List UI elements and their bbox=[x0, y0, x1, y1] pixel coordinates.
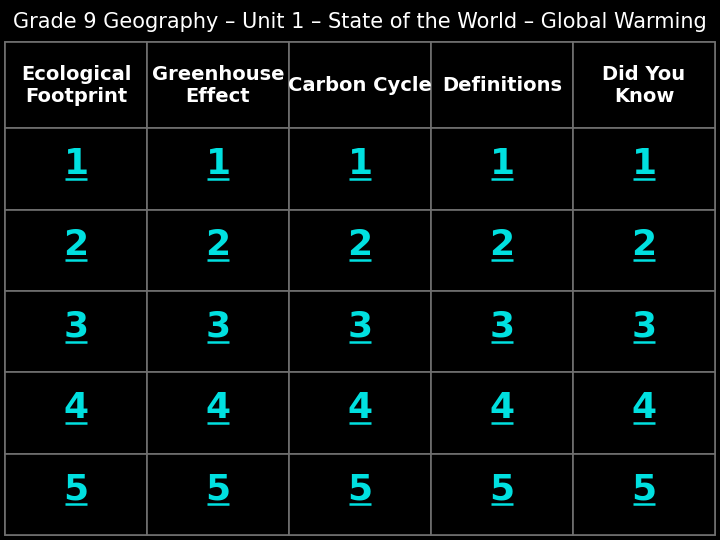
Text: 3: 3 bbox=[63, 309, 89, 343]
Text: 2: 2 bbox=[63, 228, 89, 262]
Text: 3: 3 bbox=[205, 309, 230, 343]
Text: 5: 5 bbox=[205, 472, 230, 507]
Bar bbox=[289, 291, 431, 372]
Text: Greenhouse
Effect: Greenhouse Effect bbox=[152, 65, 284, 106]
Bar bbox=[573, 291, 715, 372]
Text: 3: 3 bbox=[490, 309, 515, 343]
Text: 1: 1 bbox=[63, 147, 89, 181]
Bar bbox=[147, 210, 289, 291]
Bar bbox=[5, 129, 147, 210]
Bar bbox=[289, 210, 431, 291]
Bar bbox=[289, 454, 431, 535]
Text: 2: 2 bbox=[631, 228, 657, 262]
Text: Definitions: Definitions bbox=[442, 76, 562, 94]
Bar bbox=[5, 42, 147, 129]
Text: 5: 5 bbox=[490, 472, 515, 507]
Text: 4: 4 bbox=[631, 391, 657, 425]
Bar bbox=[573, 42, 715, 129]
Text: 3: 3 bbox=[631, 309, 657, 343]
Bar bbox=[147, 372, 289, 454]
Bar bbox=[431, 372, 573, 454]
Bar bbox=[573, 210, 715, 291]
Bar bbox=[289, 372, 431, 454]
Bar bbox=[147, 42, 289, 129]
Bar bbox=[431, 42, 573, 129]
Bar bbox=[147, 454, 289, 535]
Text: 3: 3 bbox=[348, 309, 372, 343]
Text: 1: 1 bbox=[348, 147, 372, 181]
Text: 4: 4 bbox=[490, 391, 515, 425]
Bar bbox=[573, 129, 715, 210]
Text: 2: 2 bbox=[205, 228, 230, 262]
Text: 2: 2 bbox=[490, 228, 515, 262]
Text: 1: 1 bbox=[205, 147, 230, 181]
Bar bbox=[289, 42, 431, 129]
Text: 5: 5 bbox=[348, 472, 372, 507]
Text: 5: 5 bbox=[631, 472, 657, 507]
Text: 1: 1 bbox=[490, 147, 515, 181]
Bar bbox=[431, 291, 573, 372]
Bar bbox=[431, 454, 573, 535]
Text: Carbon Cycle: Carbon Cycle bbox=[288, 76, 432, 94]
Bar bbox=[289, 129, 431, 210]
Text: 2: 2 bbox=[348, 228, 372, 262]
Bar bbox=[5, 291, 147, 372]
Bar bbox=[5, 372, 147, 454]
Bar bbox=[431, 210, 573, 291]
Text: 4: 4 bbox=[63, 391, 89, 425]
Text: Did You
Know: Did You Know bbox=[603, 65, 685, 106]
Bar bbox=[147, 291, 289, 372]
Text: 5: 5 bbox=[63, 472, 89, 507]
Bar bbox=[573, 454, 715, 535]
Text: 1: 1 bbox=[631, 147, 657, 181]
Text: Grade 9 Geography – Unit 1 – State of the World – Global Warming: Grade 9 Geography – Unit 1 – State of th… bbox=[13, 12, 707, 32]
Bar bbox=[5, 454, 147, 535]
Bar bbox=[573, 372, 715, 454]
Text: 4: 4 bbox=[205, 391, 230, 425]
Text: 4: 4 bbox=[348, 391, 372, 425]
Bar bbox=[431, 129, 573, 210]
Bar bbox=[147, 129, 289, 210]
Text: Ecological
Footprint: Ecological Footprint bbox=[21, 65, 131, 106]
Bar bbox=[5, 210, 147, 291]
